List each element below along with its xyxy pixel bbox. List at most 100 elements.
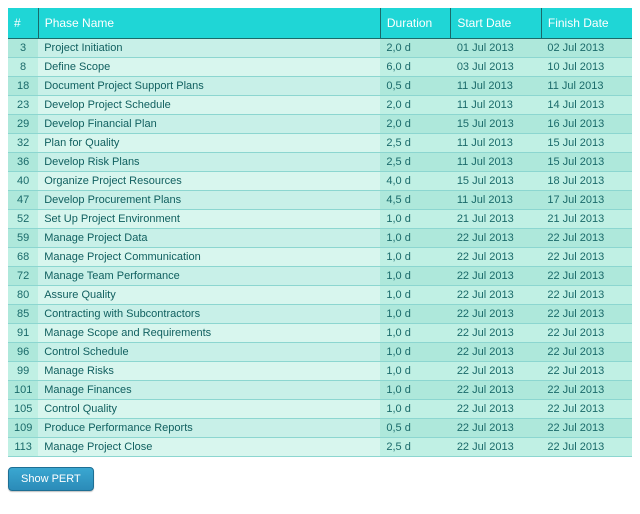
cell-number: 3	[8, 39, 38, 58]
table-row[interactable]: 109Produce Performance Reports0,5 d22 Ju…	[8, 419, 632, 438]
table-row[interactable]: 47Develop Procurement Plans4,5 d11 Jul 2…	[8, 191, 632, 210]
cell-start-date: 15 Jul 2013	[451, 115, 542, 134]
cell-phase-name: Organize Project Resources	[38, 172, 380, 191]
cell-duration: 2,0 d	[380, 39, 450, 58]
cell-phase-name: Develop Procurement Plans	[38, 191, 380, 210]
col-number[interactable]: #	[8, 8, 38, 39]
table-row[interactable]: 105Control Quality1,0 d22 Jul 201322 Jul…	[8, 400, 632, 419]
cell-duration: 1,0 d	[380, 229, 450, 248]
cell-phase-name: Manage Finances	[38, 381, 380, 400]
cell-duration: 0,5 d	[380, 77, 450, 96]
cell-finish-date: 22 Jul 2013	[541, 267, 632, 286]
cell-phase-name: Define Scope	[38, 58, 380, 77]
cell-number: 8	[8, 58, 38, 77]
cell-number: 47	[8, 191, 38, 210]
table-row[interactable]: 101Manage Finances1,0 d22 Jul 201322 Jul…	[8, 381, 632, 400]
cell-finish-date: 16 Jul 2013	[541, 115, 632, 134]
table-row[interactable]: 80Assure Quality1,0 d22 Jul 201322 Jul 2…	[8, 286, 632, 305]
table-row[interactable]: 96Control Schedule1,0 d22 Jul 201322 Jul…	[8, 343, 632, 362]
cell-finish-date: 17 Jul 2013	[541, 191, 632, 210]
cell-phase-name: Produce Performance Reports	[38, 419, 380, 438]
cell-duration: 1,0 d	[380, 305, 450, 324]
show-pert-button[interactable]: Show PERT	[8, 467, 94, 491]
table-row[interactable]: 18Document Project Support Plans0,5 d11 …	[8, 77, 632, 96]
cell-start-date: 11 Jul 2013	[451, 134, 542, 153]
cell-start-date: 22 Jul 2013	[451, 248, 542, 267]
cell-finish-date: 22 Jul 2013	[541, 438, 632, 457]
cell-start-date: 11 Jul 2013	[451, 153, 542, 172]
table-row[interactable]: 59Manage Project Data1,0 d22 Jul 201322 …	[8, 229, 632, 248]
table-row[interactable]: 29Develop Financial Plan2,0 d15 Jul 2013…	[8, 115, 632, 134]
cell-finish-date: 10 Jul 2013	[541, 58, 632, 77]
table-row[interactable]: 52Set Up Project Environment1,0 d 21 Jul …	[8, 210, 632, 229]
cell-phase-name: Plan for Quality	[38, 134, 380, 153]
cell-start-date: 22 Jul 2013	[451, 305, 542, 324]
cell-number: 52	[8, 210, 38, 229]
cell-start-date: 11 Jul 2013	[451, 77, 542, 96]
cell-number: 91	[8, 324, 38, 343]
col-duration[interactable]: Duration	[380, 8, 450, 39]
cell-finish-date: 21 Jul 2013	[541, 210, 632, 229]
cell-number: 101	[8, 381, 38, 400]
cell-number: 96	[8, 343, 38, 362]
cell-duration: 1,0 d	[380, 267, 450, 286]
col-phase-name[interactable]: Phase Name	[38, 8, 380, 39]
table-row[interactable]: 99Manage Risks1,0 d22 Jul 201322 Jul 201…	[8, 362, 632, 381]
table-row[interactable]: 23Develop Project Schedule2,0 d11 Jul 20…	[8, 96, 632, 115]
cell-duration: 1,0 d	[380, 381, 450, 400]
cell-phase-name: Control Quality	[38, 400, 380, 419]
cell-duration: 1,0 d	[380, 248, 450, 267]
cell-number: 29	[8, 115, 38, 134]
cell-finish-date: 22 Jul 2013	[541, 305, 632, 324]
cell-duration: 2,5 d	[380, 134, 450, 153]
col-start-date[interactable]: Start Date	[451, 8, 542, 39]
table-row[interactable]: 68Manage Project Communication1,0 d22 Ju…	[8, 248, 632, 267]
cell-phase-name: Project Initiation	[38, 39, 380, 58]
cell-start-date: 22 Jul 2013	[451, 400, 542, 419]
cell-start-date: 22 Jul 2013	[451, 381, 542, 400]
cell-number: 32	[8, 134, 38, 153]
cell-number: 80	[8, 286, 38, 305]
cell-finish-date: 22 Jul 2013	[541, 343, 632, 362]
cell-number: 36	[8, 153, 38, 172]
table-row[interactable]: 40Organize Project Resources4,0 d15 Jul …	[8, 172, 632, 191]
table-row[interactable]: 32Plan for Quality2,5 d11 Jul 201315 Jul…	[8, 134, 632, 153]
cell-phase-name: Control Schedule	[38, 343, 380, 362]
cell-start-date: 22 Jul 2013	[451, 419, 542, 438]
table-row[interactable]: 72Manage Team Performance1,0 d22 Jul 201…	[8, 267, 632, 286]
cell-start-date: 22 Jul 2013	[451, 267, 542, 286]
cell-number: 18	[8, 77, 38, 96]
table-row[interactable]: 113Manage Project Close2,5 d22 Jul 20132…	[8, 438, 632, 457]
cell-duration: 2,5 d	[380, 438, 450, 457]
cell-phase-name: Document Project Support Plans	[38, 77, 380, 96]
cell-start-date: 22 Jul 2013	[451, 362, 542, 381]
cell-duration: 1,0 d	[380, 210, 450, 229]
cell-finish-date: 15 Jul 2013	[541, 134, 632, 153]
cell-phase-name: Manage Project Communication	[38, 248, 380, 267]
table-row[interactable]: 3Project Initiation2,0 d01 Jul 201302 Ju…	[8, 39, 632, 58]
cell-number: 68	[8, 248, 38, 267]
table-row[interactable]: 85Contracting with Subcontractors1,0 d22…	[8, 305, 632, 324]
cell-phase-name: Manage Scope and Requirements	[38, 324, 380, 343]
table-row[interactable]: 8Define Scope6,0 d03 Jul 201310 Jul 2013	[8, 58, 632, 77]
col-finish-date[interactable]: Finish Date	[541, 8, 632, 39]
table-row[interactable]: 36Develop Risk Plans2,5 d11 Jul 201315 J…	[8, 153, 632, 172]
cell-phase-name: Manage Project Data	[38, 229, 380, 248]
table-row[interactable]: 91Manage Scope and Requirements1,0 d22 J…	[8, 324, 632, 343]
cell-finish-date: 22 Jul 2013	[541, 248, 632, 267]
cell-finish-date: 22 Jul 2013	[541, 381, 632, 400]
cell-duration: 2,0 d	[380, 115, 450, 134]
cell-duration: 1,0 d	[380, 343, 450, 362]
cell-duration: 2,5 d	[380, 153, 450, 172]
cell-start-date: 22 Jul 2013	[451, 229, 542, 248]
cell-number: 113	[8, 438, 38, 457]
cell-start-date: 22 Jul 2013	[451, 324, 542, 343]
cell-start-date: 22 Jul 2013	[451, 343, 542, 362]
cell-finish-date: 22 Jul 2013	[541, 362, 632, 381]
cell-number: 40	[8, 172, 38, 191]
cell-duration: 1,0 d	[380, 400, 450, 419]
cell-number: 72	[8, 267, 38, 286]
cell-finish-date: 18 Jul 2013	[541, 172, 632, 191]
cell-number: 85	[8, 305, 38, 324]
cell-phase-name: Set Up Project Environment	[38, 210, 380, 229]
